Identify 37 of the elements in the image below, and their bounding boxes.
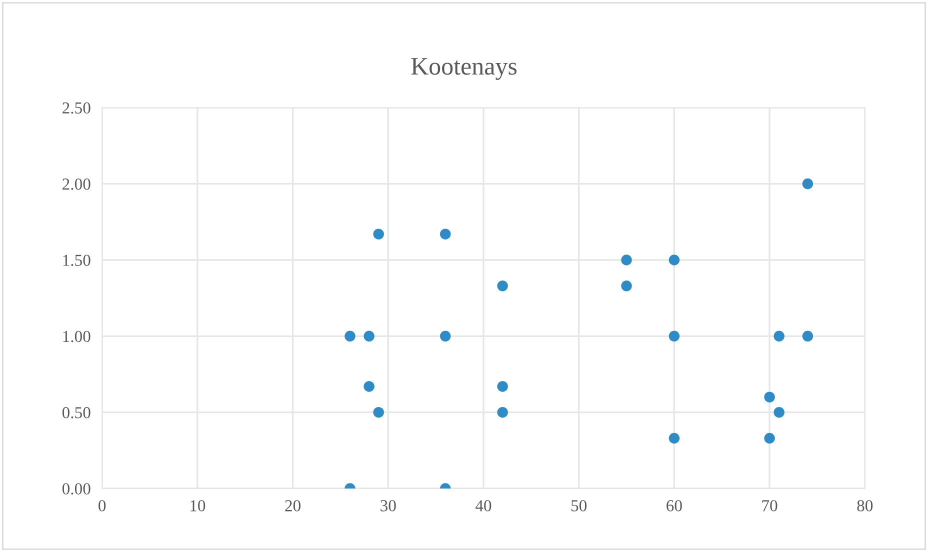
point (364, 330, 374, 342)
x-tick-label: 50 (571, 500, 587, 512)
point (373, 228, 384, 240)
point (497, 406, 508, 418)
point (802, 178, 814, 190)
point (621, 280, 632, 292)
point (764, 392, 775, 402)
point (668, 254, 680, 266)
y-tick-label: 1.00 (63, 330, 90, 342)
point (440, 228, 451, 240)
y-tick-label: 0.50 (62, 407, 90, 418)
y-tick-label: 0.00 (62, 483, 90, 495)
point (364, 381, 374, 392)
x-tick-label: 30 (380, 500, 396, 512)
x-tick-label: 80 (857, 500, 873, 512)
point (497, 280, 508, 292)
point (764, 432, 775, 444)
point (440, 330, 451, 342)
x-tick-label: 60 (666, 500, 682, 512)
point (668, 330, 680, 342)
x-tick-label: 20 (285, 500, 300, 512)
point (774, 330, 784, 342)
point (621, 254, 632, 266)
x-tick-label: 70 (762, 500, 778, 512)
chart-title: Kootenays (411, 58, 517, 80)
x-tick-label: 40 (475, 500, 492, 512)
point (668, 432, 680, 444)
point (774, 406, 784, 418)
y-tick-label: 2.00 (62, 178, 90, 190)
point (344, 330, 356, 342)
x-tick-label: 0 (98, 500, 106, 512)
point (802, 330, 814, 342)
x-tick-label: 10 (190, 500, 206, 512)
y-tick-label: 1.50 (63, 254, 90, 266)
point (373, 406, 384, 418)
point (497, 381, 508, 392)
y-tick-label: 2.50 (62, 102, 90, 114)
